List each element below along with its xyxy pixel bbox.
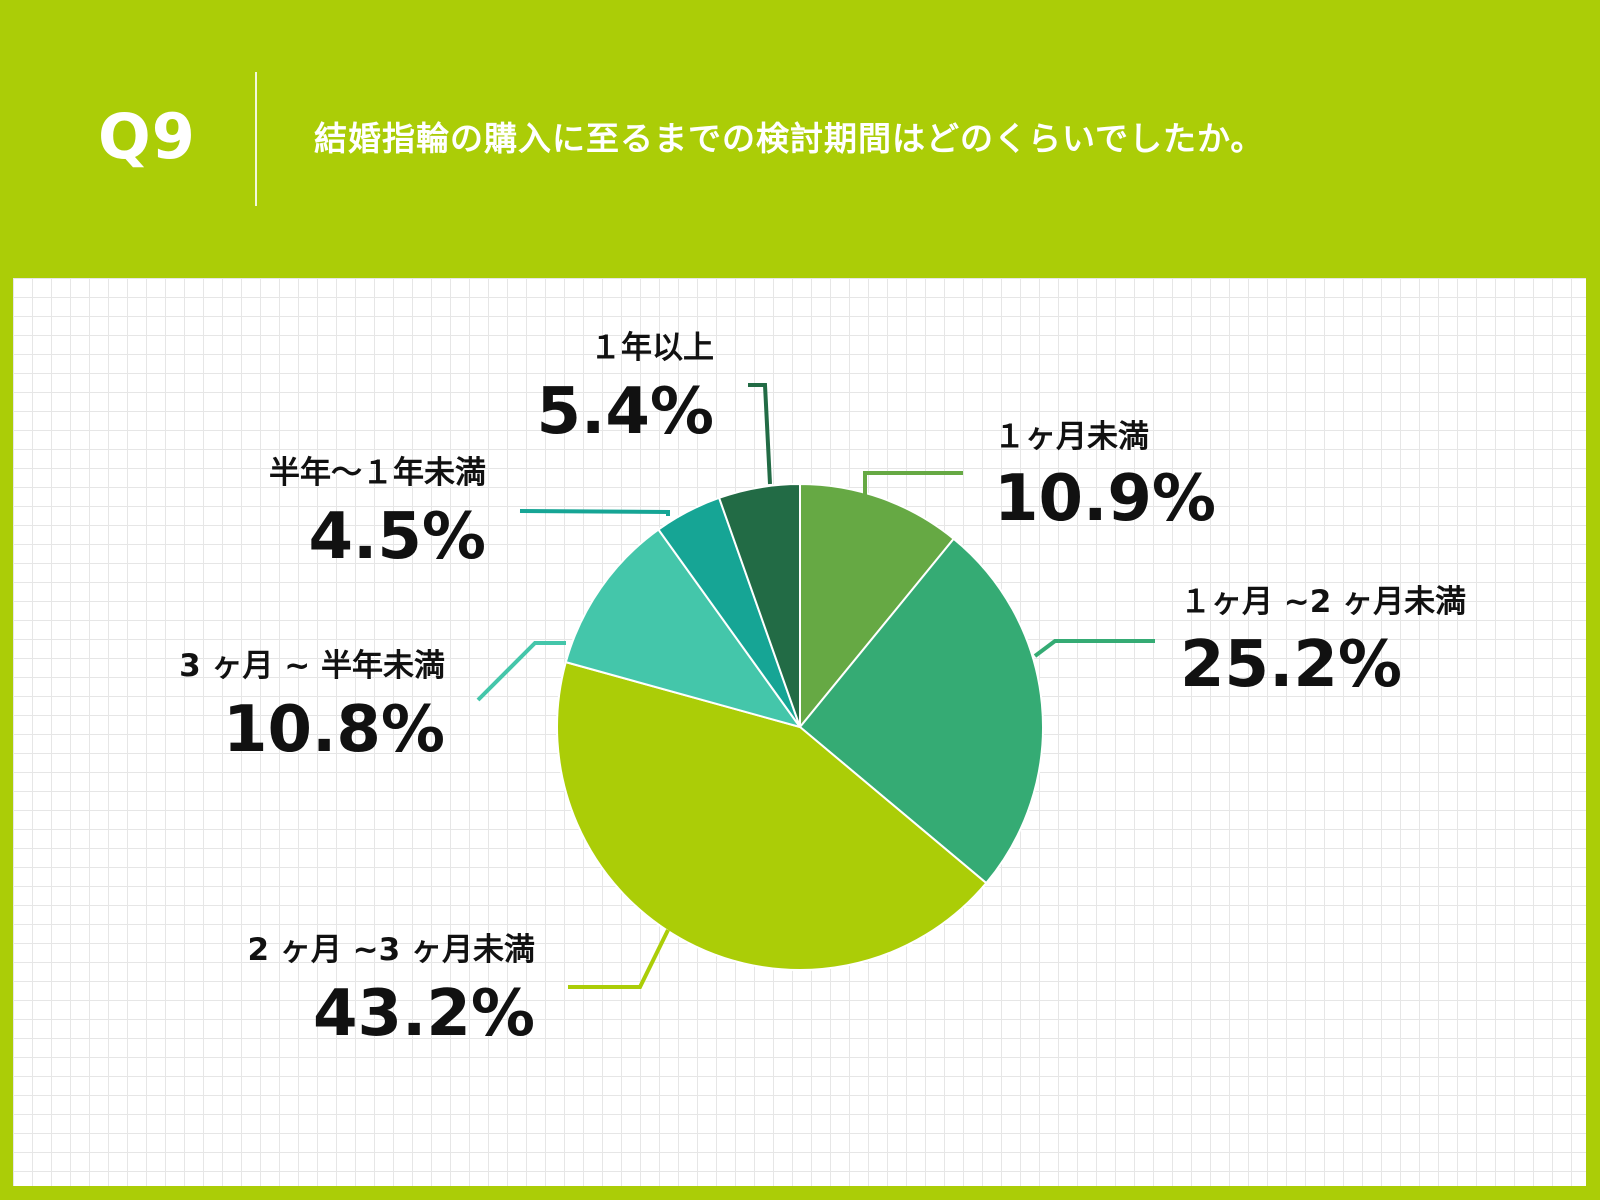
leader-lines bbox=[476, 383, 1155, 989]
chart-panel bbox=[13, 278, 1586, 1186]
slice-3m-6m-category-label: 3 ヶ月 ~ 半年未満 bbox=[179, 648, 445, 684]
slice-6m-1y-category-label: 半年〜１年未満 bbox=[269, 455, 486, 491]
header: Q9 結婚指輪の購入に至るまでの検討期間はどのくらいでしたか。 bbox=[0, 0, 1600, 278]
slice-1y-leader-line bbox=[748, 383, 772, 485]
slice-lt1m-value-label: 10.9% bbox=[994, 462, 1216, 536]
slice-lt1m-category-label: １ヶ月未満 bbox=[994, 419, 1149, 455]
slice-3m-6m-value-label: 10.8% bbox=[223, 693, 445, 767]
header-divider bbox=[255, 72, 257, 206]
slice-1m-2m bbox=[798, 537, 1044, 885]
question-text: 結婚指輪の購入に至るまでの検討期間はどのくらいでしたか。 bbox=[314, 119, 1265, 158]
pie-slices bbox=[556, 482, 1044, 971]
slice-2m-3m bbox=[556, 660, 988, 971]
slice-6m-1y-leader-line bbox=[519, 509, 670, 516]
slice-3m-6m bbox=[564, 528, 803, 729]
slice-1y-category-label: １年以上 bbox=[590, 330, 714, 366]
question-number: Q9 bbox=[98, 100, 196, 173]
slice-1m-2m-leader-line bbox=[1033, 639, 1155, 658]
slice-2m-3m-leader-line bbox=[568, 929, 670, 989]
slice-lt1m-leader-line bbox=[863, 471, 963, 497]
slice-labels: １ヶ月未満 10.9% １ヶ月 ~2 ヶ月未満 25.2% 2 ヶ月 ~3 ヶ月未満 43… bbox=[179, 330, 1466, 1051]
slice-1y bbox=[717, 482, 801, 728]
slice-1y-value-label: 5.4% bbox=[537, 375, 715, 449]
slice-lt1m bbox=[799, 482, 956, 730]
slice-2m-3m-value-label: 43.2% bbox=[313, 977, 535, 1051]
slice-1m-2m-value-label: 25.2% bbox=[1180, 628, 1402, 702]
slice-2m-3m-category-label: 2 ヶ月 ~3 ヶ月未満 bbox=[248, 932, 536, 968]
slice-6m-1y-value-label: 4.5% bbox=[309, 500, 487, 574]
slice-3m-6m-leader-line bbox=[476, 641, 566, 702]
slice-1m-2m-category-label: １ヶ月 ~2 ヶ月未満 bbox=[1180, 584, 1466, 620]
